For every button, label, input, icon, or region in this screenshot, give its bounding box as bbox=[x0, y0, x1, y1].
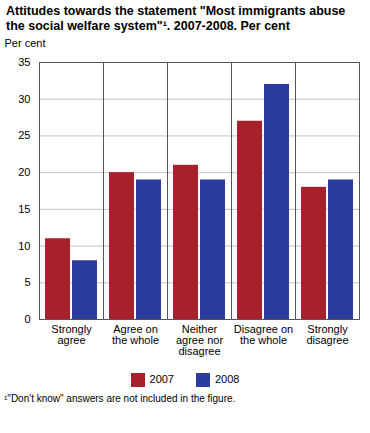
html-text:2007: 2007 bbox=[149, 373, 174, 385]
svg-text:Stronglydisagree: Stronglydisagree bbox=[306, 323, 348, 346]
svg-text:25: 25 bbox=[18, 129, 30, 141]
svg-text:Agree onthe whole: Agree onthe whole bbox=[112, 323, 159, 346]
svg-text:35: 35 bbox=[18, 56, 30, 68]
html-text:Attitudes towards the statemen: Attitudes towards the statement "Most im… bbox=[6, 4, 346, 33]
svg-text:30: 30 bbox=[18, 93, 30, 105]
html-text:2008: 2008 bbox=[215, 373, 240, 385]
svg-text:20: 20 bbox=[18, 166, 30, 178]
svg-text:Stronglyagree: Stronglyagree bbox=[51, 323, 92, 346]
html-text:¹"Don't know" answers are not: ¹"Don't know" answers are not included i… bbox=[4, 393, 236, 405]
svg-text:10: 10 bbox=[18, 240, 30, 252]
svg-text:5: 5 bbox=[24, 276, 30, 288]
svg-text:0: 0 bbox=[24, 313, 30, 325]
svg-text:Neitheragree nordisagree: Neitheragree nordisagree bbox=[176, 323, 223, 357]
svg-text:Per cent: Per cent bbox=[5, 37, 46, 49]
svg-text:Disagree onthe whole: Disagree onthe whole bbox=[234, 323, 293, 346]
svg-text:15: 15 bbox=[18, 203, 30, 215]
